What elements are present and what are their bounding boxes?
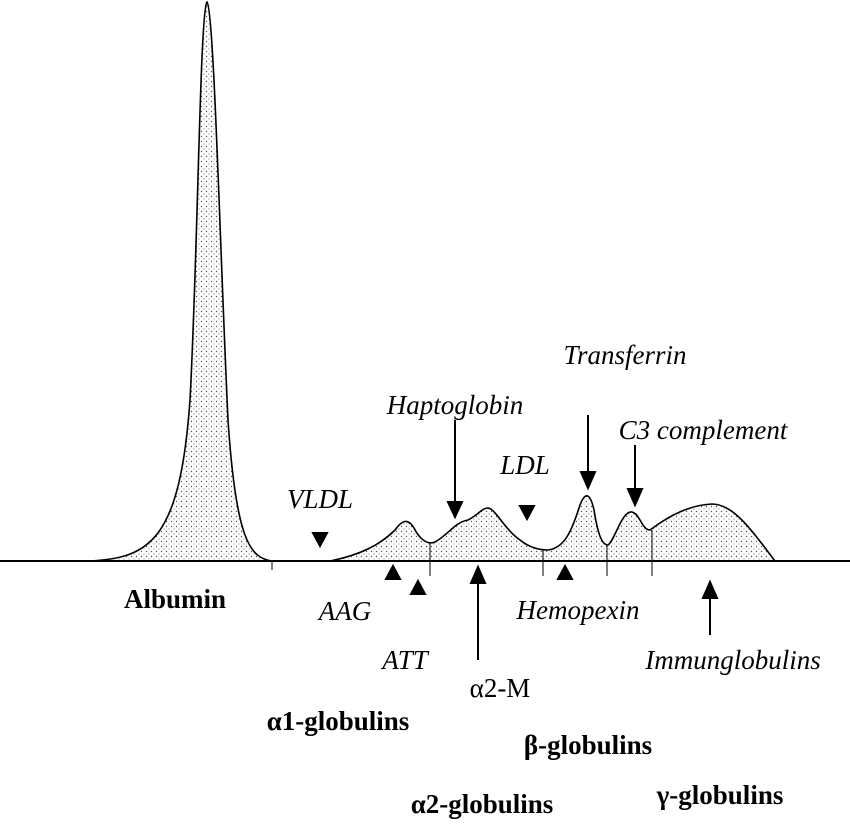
arrowhead: [701, 579, 719, 599]
curves: [89, 0, 777, 562]
label: C3 complement: [619, 415, 789, 445]
label: Immunglobulins: [644, 645, 821, 675]
label: Albumin: [124, 584, 226, 614]
arrowhead: [446, 501, 464, 520]
markers: [311, 415, 719, 660]
label: α2-globulins: [411, 789, 554, 819]
arrowhead: [579, 471, 597, 491]
label: γ-globulins: [656, 780, 784, 810]
label: Hemopexin: [516, 595, 640, 625]
albumin-peak: [89, 0, 273, 562]
label: VLDL: [287, 484, 353, 514]
triangle-down: [311, 532, 329, 549]
label: LDL: [499, 450, 550, 480]
triangle-up: [409, 578, 427, 595]
triangle-up: [384, 563, 402, 580]
label: ATT: [380, 645, 430, 675]
globulin-peaks: [329, 495, 777, 562]
triangle-down: [518, 505, 536, 522]
label: AAG: [317, 596, 371, 626]
separators: [0, 530, 850, 576]
arrowhead: [626, 488, 644, 508]
label: α1-globulins: [267, 706, 410, 736]
arrowhead: [469, 564, 487, 584]
labels: Albumin VLDL Haptoglobin LDL Transferrin…: [124, 340, 821, 819]
label: α2-M: [470, 673, 531, 703]
triangle-up: [556, 563, 574, 580]
label: Transferrin: [563, 340, 686, 370]
label: β-globulins: [524, 730, 652, 760]
label: Haptoglobin: [386, 390, 524, 420]
